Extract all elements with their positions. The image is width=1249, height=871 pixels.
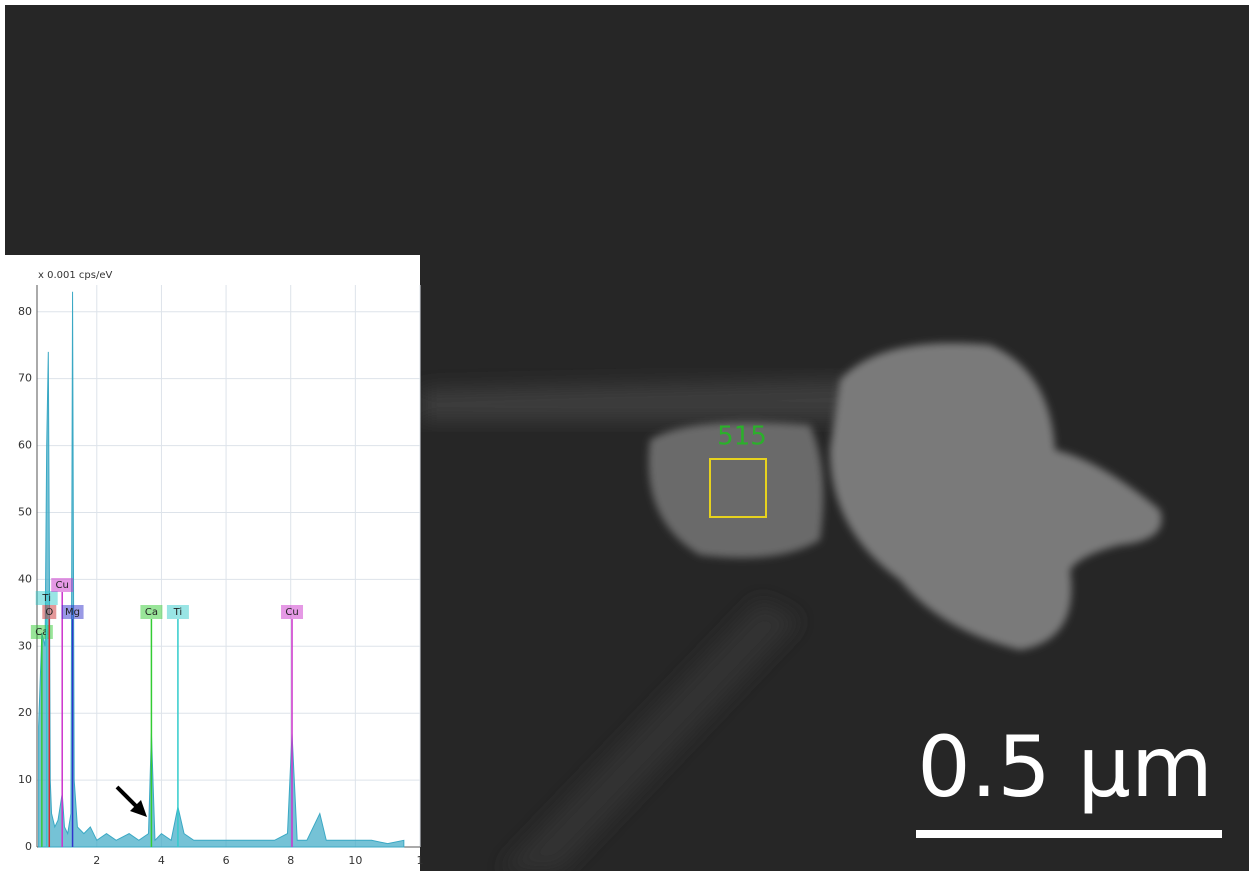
x-tick-label: 10	[348, 854, 362, 867]
peak-label: Ti	[173, 607, 183, 618]
y-axis-label: x 0.001 cps/eV	[38, 270, 112, 281]
peak-label: Cu	[285, 607, 298, 618]
y-tick-label: 60	[18, 439, 32, 452]
peak-label: O	[45, 607, 53, 618]
x-tick-label: 1	[417, 854, 424, 867]
y-tick-label: 10	[18, 773, 32, 786]
figure: 515 0.5 µm 0 10 20 30 40 50 60 70 80 2 4 6 8 10 1 Ca Ti O…	[0, 0, 1249, 871]
y-tick-label: 80	[18, 305, 32, 318]
x-tick-label: 4	[158, 854, 165, 867]
peak-label: Mg	[65, 607, 80, 618]
y-tick-label: 40	[18, 572, 32, 585]
y-tick-label: 70	[18, 372, 32, 385]
peak-label: Ti	[41, 593, 51, 604]
x-tick-label: 8	[287, 854, 294, 867]
y-tick-label: 30	[18, 639, 32, 652]
y-tick-label: 0	[25, 840, 32, 853]
peak-label: Ca	[145, 607, 158, 618]
spectrum-panel	[5, 255, 420, 871]
roi-label: 515	[717, 422, 767, 452]
y-tick-label: 20	[18, 706, 32, 719]
peak-label: Cu	[56, 580, 69, 591]
scale-bar	[916, 830, 1222, 838]
x-tick-label: 6	[223, 854, 230, 867]
x-tick-label: 2	[93, 854, 100, 867]
scale-bar-label: 0.5 µm	[917, 718, 1213, 816]
y-tick-label: 50	[18, 505, 32, 518]
